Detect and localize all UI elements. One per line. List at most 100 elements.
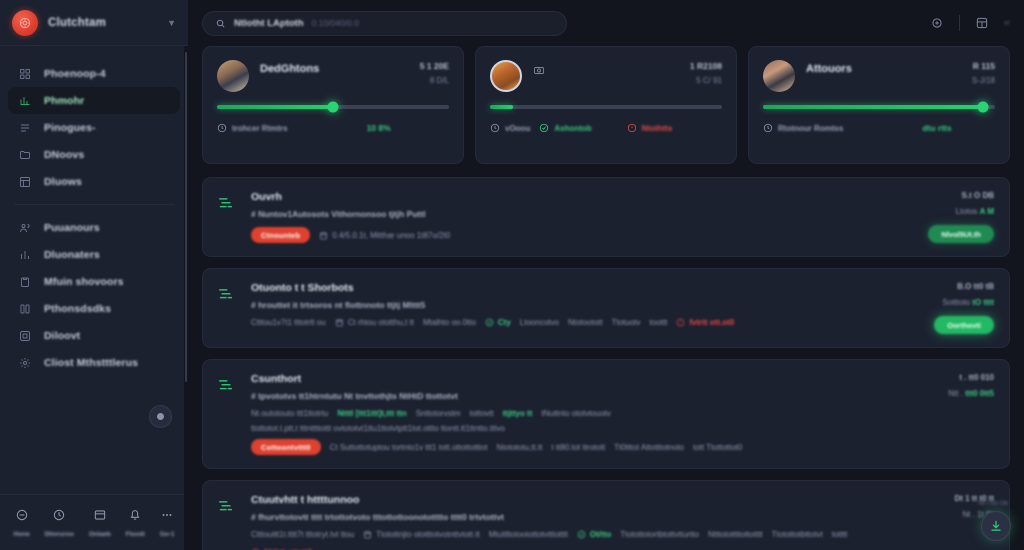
list-item-side-bottom: Nt . 1t Dt [962,510,994,519]
sidebar-item-4[interactable]: Dluows [8,168,180,195]
sidebar-item-3[interactable]: DNoovs [8,141,180,168]
card-footer-text: trohcer Rtmtrs [232,123,288,133]
sidebar-item-7[interactable]: Mfuin shovoors [8,268,180,295]
card-title: Attouors [806,63,852,75]
calendar-icon [320,231,328,239]
sidebar-item-9[interactable]: Diloovt [8,322,180,349]
sidebar-item-label: Phmohr [44,94,85,107]
bottom-nav-item-2[interactable]: Onlaeb [89,508,111,538]
list-item[interactable]: Ctuutvhtt t httttunnoo # fhurvttotovtt t… [202,480,1010,550]
card-footer-item: vOoou [490,123,530,133]
sidebar-item-label: DNoovs [44,148,85,161]
avatar [763,60,795,92]
sidebar-item-0[interactable]: Phoenoop-4 [8,60,180,87]
topbar: Ntlotht LAptoth 0.10/040/0.0 vr [188,0,1024,46]
list-item-action-button[interactable]: Nlvol5Ut.th [928,225,994,243]
list-item-meta: t tt80.tot ttrotott [551,442,606,452]
sidebar-nav: Phoenoop-4 Phmohr Pinogues- DNoovs [0,46,188,494]
brand-name: Clutchtam [48,16,107,29]
list-item[interactable]: Otuonto t t Shorbots # hrouttet it trtso… [202,268,1010,348]
bottom-nav-item-3[interactable]: Fluvdi [126,508,145,538]
status-badge: Cottoontvttt0 [251,439,321,455]
calendar-icon [364,531,372,539]
list-item-meta: toottt [649,318,668,327]
bottom-nav-label: Onlaeb [88,530,111,538]
card-stat-sub: S-J/18 [971,76,995,85]
list-item-subtitle: # tpvototvs tt1htrntutu Nt tnvttothjts N… [251,391,458,401]
sidebar-bottom-nav: Hone Dlioruroo Onlaeb Fluvdi Go-1 [0,494,188,550]
list-item-meta: Cty [485,318,511,327]
sidebar-divider [14,204,174,205]
add-download-icon[interactable] [981,511,1011,541]
list-item[interactable]: Csunthort # tpvototvs tt1htrntutu Nt tnv… [202,359,1010,469]
progress-slider[interactable] [763,101,995,113]
progress-slider[interactable] [490,105,722,109]
sidebar-item-1[interactable]: Phmohr [8,87,180,114]
sidebar-item-2[interactable]: Pinogues- [8,114,180,141]
card-percent: 10 8% [366,123,391,133]
list-item-subtitle: # fhurvttotovtt tttt trtottotvoto tttott… [251,512,505,522]
circle-dot-button[interactable] [149,405,172,428]
list-item-subtitle: # Nuntov1Autosots Vithornonsoo tjtjh Put… [251,209,426,219]
list-item-meta: Ttotottotbttotvt [771,530,823,539]
list-item-meta: Snttotorvstm [415,409,461,418]
search-input[interactable]: Ntlotht LAptoth 0.10/040/0.0 [202,10,567,36]
sidebar-item-label: Pthonsdsdks [44,302,112,315]
list-item-title: Otuonto t t Shorbots [251,282,354,294]
topbar-mini-label: vr [1004,19,1010,27]
summary-card-2[interactable]: Attouors R 115 S-J/18 Rtotnour Rom [748,46,1010,164]
card-stat-top: R 115 [972,61,995,71]
sidebar: Clutchtam ▼ Phoenoop-4 Phmohr Pino [0,0,188,550]
status-badge: Ctnounteb [251,227,311,243]
card-stat-sub: 8 D/L [429,76,449,85]
fab-mini-label: Nt t tot Ott [978,500,1008,507]
alert-icon [627,123,636,133]
list-item-meta: tottovtt [469,409,494,418]
sidebar-item-6[interactable]: Dluonaters [8,241,180,268]
card-footer-text: Rtotnour Romtss [778,123,844,133]
activity-lines-icon [218,373,238,455]
summary-card-1[interactable]: 1 R2108 5 C/ 91 vOoou [475,46,737,164]
columns-icon [18,302,31,315]
chevron-down-icon[interactable]: ▼ [167,17,176,28]
list-item-action-button[interactable]: Oorthovti [934,316,994,334]
sidebar-item-label: Diloovt [44,329,81,342]
app-logo-icon[interactable] [12,9,38,36]
list-item-side-top: B.O tt0 tB [957,282,994,291]
sidebar-item-8[interactable]: Pthonsdsdks [8,295,180,322]
list-item-meta: 0.4/5.0.1t, Mitthar unoo 1t87o/2t0 [319,231,450,240]
list-item-meta: Ntttotottttottotttt [707,530,763,539]
main-area: Ntlotht LAptoth 0.10/040/0.0 vr DedGht [188,0,1024,550]
progress-slider[interactable] [217,101,449,113]
bottom-nav-item-1[interactable]: Dlioruroo [45,508,74,538]
sidebar-header: Clutchtam ▼ [0,0,188,46]
list-item-side-top: S.t O DB [961,191,994,200]
list-item-meta: Ttotottotortbtottvtturtto [620,530,699,539]
grid-view-icon[interactable] [970,11,994,35]
chart-icon [18,94,31,107]
bottom-nav-item-4[interactable]: Go-1 [160,508,175,538]
list-item-subtitle: # hrouttet it trtsoros nt flottnnoto ttj… [251,300,426,310]
list-item-meta: Ntotototu,tt.tt [496,442,543,452]
avatar [490,60,522,92]
folder-icon [18,148,31,161]
sidebar-item-5[interactable]: Puuanours [8,214,180,241]
bottom-nav-item-0[interactable]: Hone [13,508,30,538]
sidebar-item-10[interactable]: Cliost Mthstttlerus [8,349,180,376]
list-item-meta: Ct rhtou ototthu,t tt [335,318,414,327]
list-item[interactable]: Ouvrh # Nuntov1Autosots Vithornonsoo tjt… [202,177,1010,257]
list-item-meta: Ot/tto [577,530,611,539]
list-item-meta: Ntthtt.ottvtt0 [251,548,312,550]
list-item-side-bottom: Ltotos A M [955,207,994,216]
card-footer-item: Ntothtts [627,123,673,133]
sync-icon[interactable] [925,11,949,35]
list-item-meta: fvtrtt ott.ot0 [676,318,734,327]
card-footer-text: Ntothtts [641,123,673,133]
sidebar-scrollbar-thumb[interactable] [184,52,187,382]
list-item-meta: Nt.outotouto ttt1ttotrtu [251,409,329,418]
summary-card-0[interactable]: DedGhtons 5 1 20E 8 D/L trohcer Rt [202,46,464,164]
list-icon [18,121,31,134]
tag-icon [18,329,31,342]
card-footer-item: Rtotnour Romtss [763,123,843,133]
